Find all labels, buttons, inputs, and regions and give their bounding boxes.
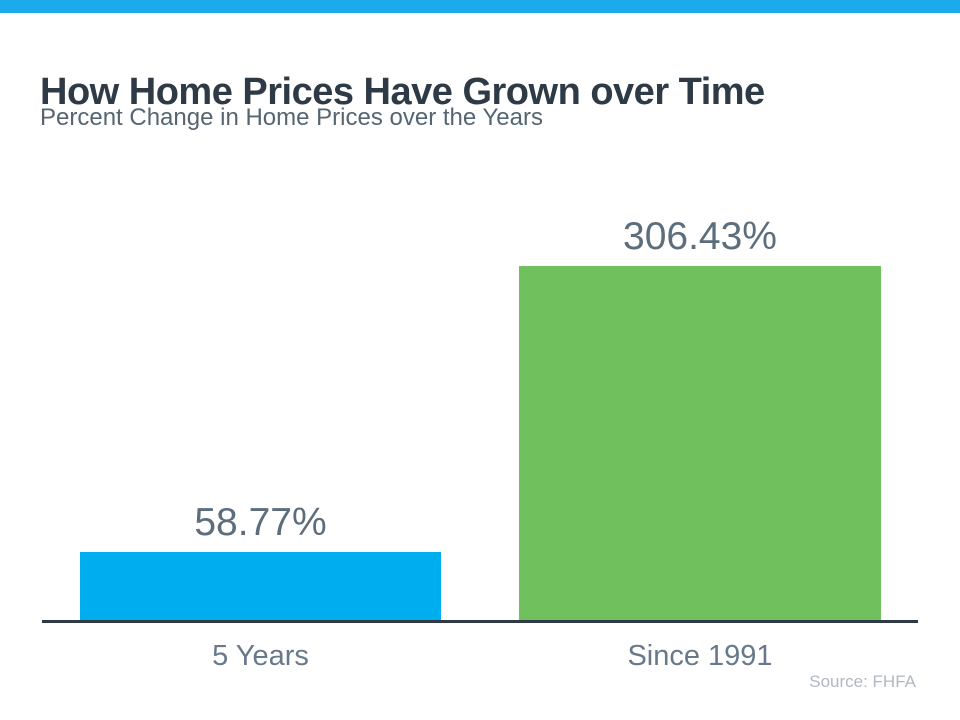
x-axis-label-5-years: 5 Years: [212, 640, 309, 672]
bar-value-label-5-years: 58.77%: [194, 501, 327, 544]
bar-group-5-years: 58.77%: [80, 503, 441, 620]
bar-5-years: [80, 552, 441, 620]
chart-subtitle: Percent Change in Home Prices over the Y…: [40, 104, 543, 131]
bar-group-since-1991: 306.43%: [519, 217, 881, 620]
top-accent-strip: [0, 0, 960, 13]
bar-since-1991: [519, 266, 881, 620]
bar-value-label-since-1991: 306.43%: [623, 215, 777, 258]
source-attribution: Source: FHFA: [809, 672, 916, 691]
page-title: How Home Prices Have Grown over Time: [40, 71, 765, 114]
x-axis-line: [42, 620, 918, 623]
x-axis-label-since-1991: Since 1991: [627, 640, 773, 672]
